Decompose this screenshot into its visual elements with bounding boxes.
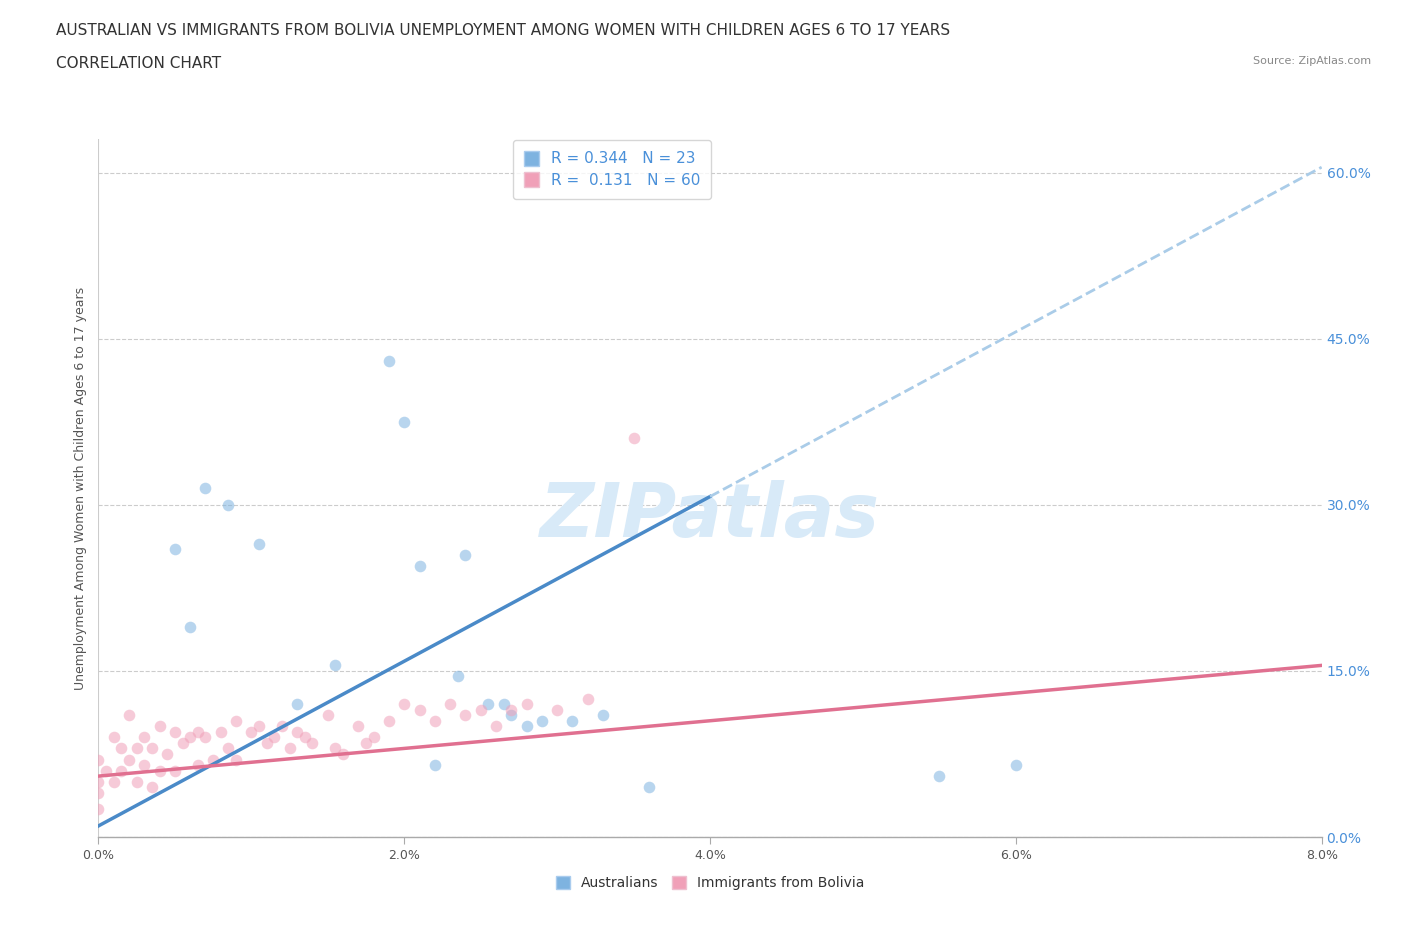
Point <box>408 558 430 573</box>
Point <box>125 741 148 756</box>
Text: Source: ZipAtlas.com: Source: ZipAtlas.com <box>1253 56 1371 66</box>
Point <box>278 741 301 756</box>
Point <box>561 713 583 728</box>
Point <box>247 719 270 734</box>
Point <box>454 547 477 562</box>
Point <box>118 752 141 767</box>
Point <box>325 658 347 672</box>
Point <box>576 691 599 706</box>
Point <box>423 713 446 728</box>
Point <box>187 758 209 773</box>
Point <box>187 724 209 739</box>
Point <box>301 736 323 751</box>
Point <box>454 708 477 723</box>
Y-axis label: Unemployment Among Women with Children Ages 6 to 17 years: Unemployment Among Women with Children A… <box>75 286 87 690</box>
Point <box>247 537 270 551</box>
Point <box>492 697 515 711</box>
Point <box>163 541 186 556</box>
Point <box>240 724 263 739</box>
Point <box>194 481 217 496</box>
Point <box>439 697 461 711</box>
Point <box>408 702 430 717</box>
Point <box>141 779 163 794</box>
Point <box>354 736 377 751</box>
Point <box>110 741 132 756</box>
Point <box>347 719 370 734</box>
Point <box>294 730 316 745</box>
Point <box>485 719 508 734</box>
Point <box>501 702 523 717</box>
Point <box>515 719 537 734</box>
Text: AUSTRALIAN VS IMMIGRANTS FROM BOLIVIA UNEMPLOYMENT AMONG WOMEN WITH CHILDREN AGE: AUSTRALIAN VS IMMIGRANTS FROM BOLIVIA UN… <box>56 23 950 38</box>
Point <box>149 764 172 778</box>
Point <box>378 713 401 728</box>
Point <box>592 708 614 723</box>
Point <box>141 741 163 756</box>
Point <box>392 697 416 711</box>
Point <box>87 785 110 800</box>
Point <box>87 774 110 789</box>
Point <box>477 697 499 711</box>
Point <box>194 730 217 745</box>
Point <box>125 774 148 789</box>
Text: CORRELATION CHART: CORRELATION CHART <box>56 56 221 71</box>
Point <box>256 736 278 751</box>
Point <box>285 697 308 711</box>
Point <box>378 353 401 368</box>
Point <box>225 752 247 767</box>
Point <box>163 724 186 739</box>
Point <box>87 802 110 817</box>
Point <box>156 747 179 762</box>
Point <box>501 708 523 723</box>
Point <box>470 702 492 717</box>
Point <box>928 769 950 784</box>
Point <box>285 724 308 739</box>
Point <box>225 713 247 728</box>
Point <box>118 708 141 723</box>
Point <box>163 764 186 778</box>
Point <box>392 415 416 430</box>
Point <box>217 741 239 756</box>
Point <box>363 730 385 745</box>
Point <box>179 730 201 745</box>
Point <box>332 747 354 762</box>
Point <box>149 719 172 734</box>
Point <box>1004 758 1026 773</box>
Point <box>134 758 156 773</box>
Point <box>515 697 537 711</box>
Point <box>134 730 156 745</box>
Point <box>316 708 339 723</box>
Point <box>202 752 225 767</box>
Point <box>209 724 232 739</box>
Point <box>623 431 645 445</box>
Point <box>530 713 553 728</box>
Point <box>103 730 125 745</box>
Point <box>546 702 568 717</box>
Point <box>217 498 239 512</box>
Legend: Australians, Immigrants from Bolivia: Australians, Immigrants from Bolivia <box>546 866 875 900</box>
Point <box>87 752 110 767</box>
Text: ZIPatlas: ZIPatlas <box>540 480 880 552</box>
Point <box>110 764 132 778</box>
Point <box>179 619 201 634</box>
Point <box>423 758 446 773</box>
Point <box>638 779 661 794</box>
Point <box>447 669 470 684</box>
Point <box>94 764 117 778</box>
Point <box>263 730 285 745</box>
Point <box>172 736 194 751</box>
Point <box>270 719 294 734</box>
Point <box>103 774 125 789</box>
Point <box>325 741 347 756</box>
